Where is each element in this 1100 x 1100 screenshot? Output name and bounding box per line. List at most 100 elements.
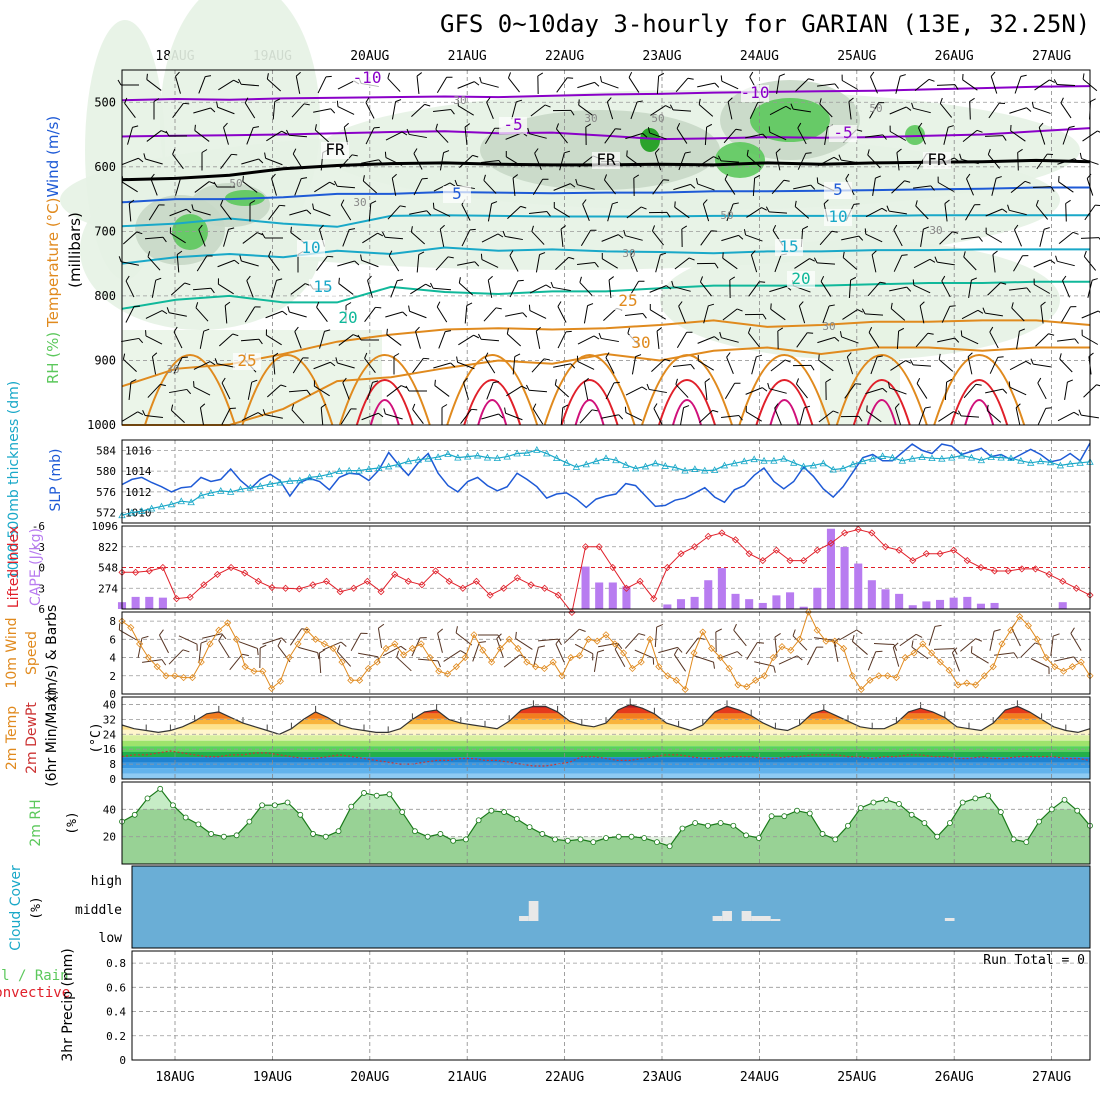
rh-marker bbox=[259, 802, 266, 809]
wind-barb-flag bbox=[993, 629, 1001, 632]
lifted-index-marker bbox=[636, 577, 644, 585]
wind-barb-shaft bbox=[630, 101, 638, 120]
wind-barb-shaft bbox=[630, 254, 638, 273]
middle-cloud-bar bbox=[770, 919, 781, 921]
wind-barb-flag bbox=[599, 76, 603, 83]
wind-barb-flag bbox=[1092, 278, 1098, 281]
thickness-marker bbox=[819, 459, 827, 467]
surface-isotherm bbox=[477, 399, 508, 426]
wind-barb-shaft bbox=[336, 651, 352, 667]
wind-barb-flag bbox=[474, 261, 480, 267]
rh-marker bbox=[768, 813, 775, 820]
middle-cloud-bar bbox=[760, 916, 771, 921]
contour-label-bg bbox=[334, 310, 362, 327]
wind-barb bbox=[172, 102, 190, 118]
wind-barb-shaft bbox=[769, 285, 787, 293]
rh-shading bbox=[640, 128, 660, 152]
contour-label-bg bbox=[592, 152, 620, 169]
wind-barb-flag bbox=[1058, 175, 1060, 182]
wind-barb bbox=[893, 224, 903, 247]
wind-speed-marker bbox=[716, 653, 724, 662]
surface-wind-barb bbox=[1011, 622, 1021, 647]
wind-barb-flag bbox=[967, 352, 973, 358]
wind-barb-shaft bbox=[577, 81, 595, 89]
wind-barb-flag bbox=[244, 97, 249, 104]
wind-speed-marker bbox=[338, 658, 346, 666]
wind-barb-flag bbox=[794, 200, 797, 207]
thickness-marker bbox=[552, 454, 561, 462]
wind-barb-shaft bbox=[443, 650, 461, 662]
thickness-marker bbox=[799, 462, 808, 470]
wind-barb bbox=[861, 308, 884, 316]
wind-barb-shaft bbox=[262, 637, 282, 645]
wind-barb bbox=[147, 251, 161, 271]
wind-barb-flag bbox=[295, 71, 301, 77]
wind-barb-shaft bbox=[807, 646, 817, 666]
wind-barb bbox=[1010, 180, 1031, 194]
rh-marker bbox=[386, 791, 393, 798]
wind-barb-flag bbox=[1017, 148, 1023, 153]
wind-barb-shaft bbox=[199, 407, 205, 426]
wind-barb bbox=[871, 250, 877, 273]
wind-barb bbox=[1055, 255, 1075, 267]
wind-barb-shaft bbox=[749, 102, 759, 119]
wind-barb-flag bbox=[473, 334, 480, 339]
surface-wind-barb bbox=[673, 648, 687, 672]
wind-barb bbox=[457, 100, 474, 116]
surface-isotherm bbox=[641, 354, 733, 426]
wind-barb-flag bbox=[418, 251, 425, 255]
wind-barb-flag bbox=[762, 387, 768, 392]
thickness-marker bbox=[444, 450, 452, 457]
wind-barb-flag bbox=[426, 210, 432, 216]
thickness-marker bbox=[503, 452, 511, 460]
wind-barb-shaft bbox=[841, 235, 859, 241]
wind-barb-shaft bbox=[674, 257, 690, 270]
wind-barb-shaft bbox=[1017, 152, 1019, 171]
wind-barb-shaft bbox=[726, 203, 734, 222]
wind-barb-flag bbox=[1060, 97, 1064, 104]
wind-barb-flag bbox=[262, 409, 266, 415]
wind-barb bbox=[598, 332, 619, 343]
wind-barb bbox=[961, 309, 984, 320]
precip-tick-label: 0.4 bbox=[106, 1006, 126, 1019]
rh-marker bbox=[564, 837, 571, 844]
isotherm-label: 25 bbox=[618, 291, 637, 310]
wind-speed-marker bbox=[540, 664, 548, 673]
wind-barb-flag bbox=[281, 637, 287, 644]
wind-barb-flag bbox=[923, 226, 930, 230]
wind-speed-marker bbox=[373, 658, 381, 666]
wind-barb-flag bbox=[953, 157, 960, 162]
wind-barb bbox=[920, 226, 930, 247]
wind-barb-shaft bbox=[242, 181, 258, 193]
wind-barb-flag bbox=[209, 361, 216, 366]
wind-barb bbox=[673, 183, 696, 191]
wind-barb-flag bbox=[688, 257, 695, 261]
wind-barb bbox=[704, 123, 713, 146]
wind-barb bbox=[411, 103, 431, 118]
wind-barb-flag bbox=[562, 404, 569, 408]
wind-speed-marker bbox=[919, 640, 927, 648]
thickness-marker bbox=[710, 466, 719, 473]
surface-wind-barb bbox=[455, 626, 473, 646]
wind-barb bbox=[938, 353, 954, 372]
wind-barb-shaft bbox=[218, 333, 234, 347]
wind-barb-shaft bbox=[435, 129, 449, 143]
wind-barb-flag bbox=[446, 76, 453, 78]
wind-barb-shaft bbox=[795, 78, 809, 92]
wind-speed-marker bbox=[804, 608, 812, 616]
wind-barb-flag bbox=[141, 635, 149, 639]
wind-barb-shaft bbox=[125, 280, 135, 298]
wind-barb bbox=[697, 355, 714, 371]
wind-barb-flag bbox=[938, 353, 941, 360]
thickness-marker bbox=[286, 477, 294, 484]
wind-barb bbox=[648, 211, 671, 218]
wind-barb-shaft bbox=[798, 305, 806, 324]
wind-barb bbox=[464, 123, 471, 146]
rh-marker bbox=[743, 832, 750, 839]
wind-barb-shaft bbox=[1059, 358, 1073, 373]
wind-barb-flag bbox=[234, 259, 240, 265]
rh-marker bbox=[195, 821, 202, 828]
wind-barb-flag bbox=[198, 224, 203, 230]
cape-bar bbox=[922, 601, 931, 609]
lifted-index-marker bbox=[963, 557, 971, 565]
